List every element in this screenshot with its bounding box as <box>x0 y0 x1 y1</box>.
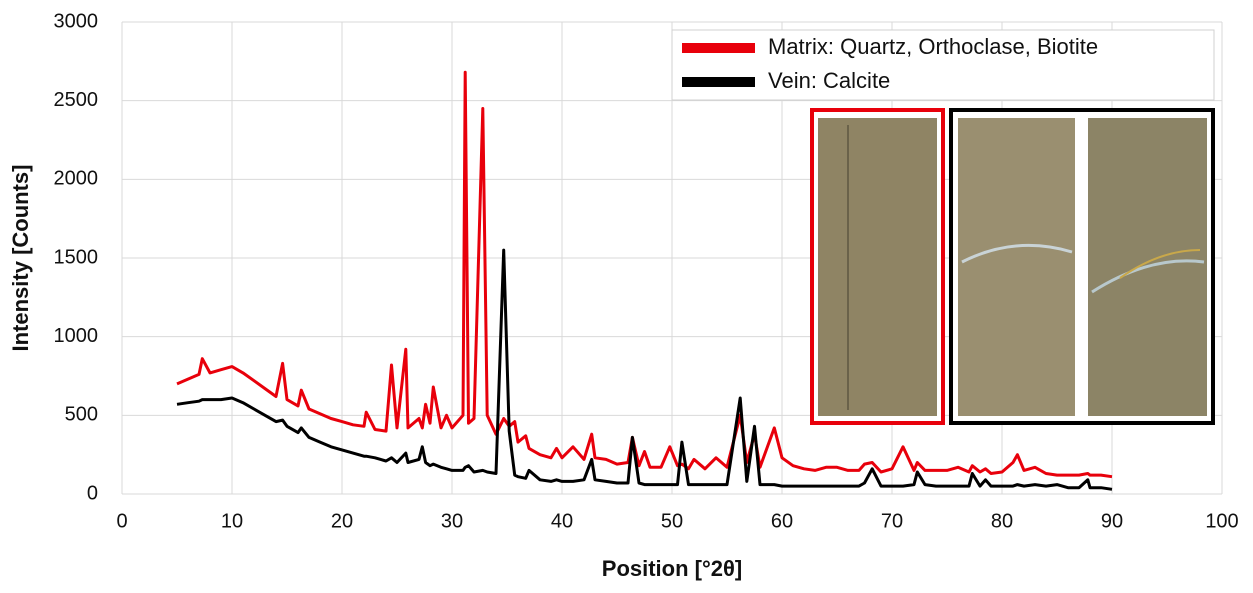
y-tick-label: 3000 <box>54 10 99 32</box>
x-tick-label: 10 <box>221 510 243 532</box>
y-tick-label: 0 <box>87 482 98 504</box>
photo-vein <box>1091 259 1205 294</box>
y-tick-label: 2500 <box>54 89 99 111</box>
series-line <box>176 248 1113 491</box>
lines <box>176 70 1113 491</box>
x-tick-label: 40 <box>551 510 573 532</box>
vein-photo-1 <box>958 118 1075 416</box>
y-tick-label: 1000 <box>54 325 99 347</box>
x-tick-label: 0 <box>116 510 127 532</box>
y-tick-label: 2000 <box>54 168 99 190</box>
y-axis-title: Intensity [Counts] <box>8 165 33 352</box>
y-tick-label: 500 <box>65 404 98 426</box>
x-axis-title: Position [°2θ] <box>602 556 742 581</box>
photo-vein <box>961 243 1073 264</box>
x-tick-label: 90 <box>1101 510 1123 532</box>
inset-photos <box>810 108 1215 425</box>
y-tick-label: 1500 <box>54 246 99 268</box>
x-tick-label: 80 <box>991 510 1013 532</box>
matrix-photo <box>818 118 937 416</box>
x-tick-label: 30 <box>441 510 463 532</box>
x-tick-label: 50 <box>661 510 683 532</box>
legend-box <box>671 29 1215 101</box>
x-tick-label: 60 <box>771 510 793 532</box>
photo-vein <box>1119 249 1201 279</box>
x-tick-label: 70 <box>881 510 903 532</box>
legend-label: Matrix: Quartz, Orthoclase, Biotite <box>768 34 1098 59</box>
series-line <box>176 70 1113 479</box>
x-tick-label: 20 <box>331 510 353 532</box>
x-tick-label: 100 <box>1205 510 1238 532</box>
legend: Matrix: Quartz, Orthoclase, Biotite Vein:… <box>682 34 1098 93</box>
legend-label: Vein: Calcite <box>768 68 890 93</box>
